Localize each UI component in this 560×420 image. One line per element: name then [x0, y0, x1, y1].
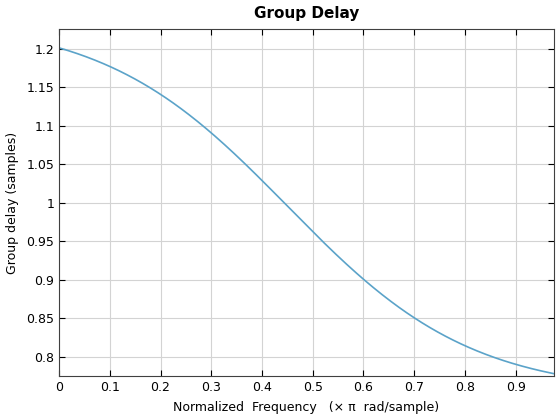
- Y-axis label: Group delay (samples): Group delay (samples): [6, 131, 19, 274]
- X-axis label: Normalized  Frequency   (× π  rad/sample): Normalized Frequency (× π rad/sample): [174, 401, 440, 414]
- Title: Group Delay: Group Delay: [254, 6, 359, 21]
